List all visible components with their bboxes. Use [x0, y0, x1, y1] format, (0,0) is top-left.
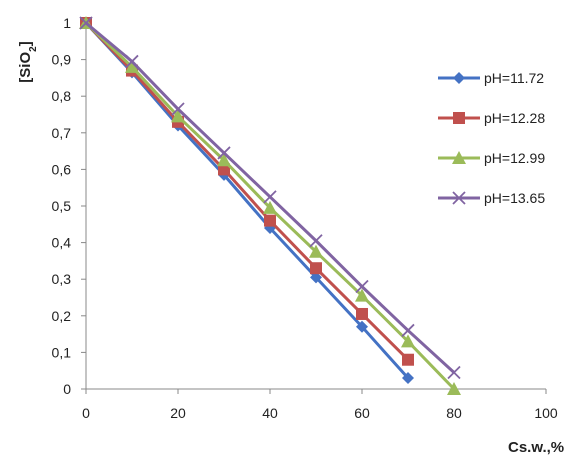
legend-label: pH=11.72 [484, 70, 544, 86]
series-3 [79, 16, 461, 380]
series-group [79, 16, 461, 395]
data-point [309, 244, 323, 258]
data-point [402, 353, 414, 366]
data-point [218, 163, 230, 176]
legend: pH=11.72 pH=12.28 pH=12.99 pH=13.65 [438, 70, 545, 206]
y-tick-label: 0,8 [52, 88, 72, 104]
data-point [79, 16, 93, 30]
legend-label: pH=13.65 [484, 190, 545, 206]
legend-item: pH=12.99 [438, 150, 545, 166]
x-marker-stroke [452, 191, 466, 205]
x-marker-stroke [401, 323, 415, 338]
legend-item: pH=12.28 [438, 110, 545, 126]
legend-item: pH=11.72 [438, 70, 544, 86]
data-point [263, 200, 277, 214]
x-tick-label: 60 [354, 405, 370, 421]
data-point [355, 288, 369, 302]
y-axis: 0 0,1 0,2 0,3 0,4 0,5 0,6 0,7 0,8 0,9 1 [52, 15, 87, 397]
x-tick-label: 80 [446, 405, 462, 421]
data-point [171, 102, 185, 116]
y-tick-label: 0,7 [52, 125, 72, 141]
data-point [402, 372, 414, 385]
data-point [125, 59, 139, 73]
x-tick-label: 40 [262, 405, 278, 421]
data-point [171, 109, 185, 123]
data-point [356, 307, 368, 320]
data-point [447, 365, 461, 380]
x-tick-label: 100 [534, 405, 558, 421]
legend-marker [453, 72, 465, 84]
y-tick-label: 0,4 [52, 235, 72, 251]
data-point [217, 153, 231, 167]
legend-item: pH=13.65 [438, 190, 545, 206]
x-axis-title: Cs.w.,% [508, 439, 564, 456]
y-tick-label: 0,5 [52, 198, 72, 214]
legend-label: pH=12.99 [484, 150, 545, 166]
data-point [355, 279, 369, 294]
y-tick-label: 0,3 [52, 271, 72, 287]
y-axis-title-subscript: 2 [28, 46, 39, 52]
x-marker-stroke [125, 54, 139, 69]
data-point [310, 262, 322, 275]
data-point [401, 323, 415, 338]
x-marker-stroke [355, 279, 369, 294]
y-tick-label: 0,6 [52, 161, 72, 177]
data-point [264, 214, 276, 227]
data-point [447, 382, 461, 395]
y-tick-label: 0,9 [52, 52, 72, 68]
legend-marker [453, 112, 465, 124]
x-marker-stroke [263, 190, 277, 204]
y-tick-label: 0 [63, 381, 71, 397]
data-point [310, 271, 322, 284]
data-point [309, 234, 323, 248]
x-axis: 0 20 40 60 80 100 [82, 388, 558, 421]
x-tick-label: 20 [170, 405, 186, 421]
x-marker-stroke [171, 102, 185, 116]
legend-marker [452, 191, 466, 205]
x-marker-stroke [447, 365, 461, 380]
y-tick-label: 1 [63, 15, 71, 31]
data-point [217, 146, 231, 160]
y-tick-label: 0,2 [52, 308, 72, 324]
x-marker-stroke [309, 234, 323, 248]
y-axis-title-close: ] [17, 41, 34, 46]
data-point [125, 54, 139, 69]
x-tick-label: 0 [82, 405, 90, 421]
legend-marker [452, 151, 466, 164]
series-line [84, 21, 410, 361]
legend-label: pH=12.28 [484, 110, 545, 126]
data-point [263, 190, 277, 204]
data-point [401, 334, 415, 348]
y-axis-title: [SiO2] [17, 41, 39, 82]
x-marker-stroke [217, 146, 231, 160]
x-marker-stroke [79, 16, 93, 30]
series-2 [79, 16, 461, 395]
y-tick-label: 0,1 [52, 344, 72, 360]
data-point [356, 320, 368, 333]
